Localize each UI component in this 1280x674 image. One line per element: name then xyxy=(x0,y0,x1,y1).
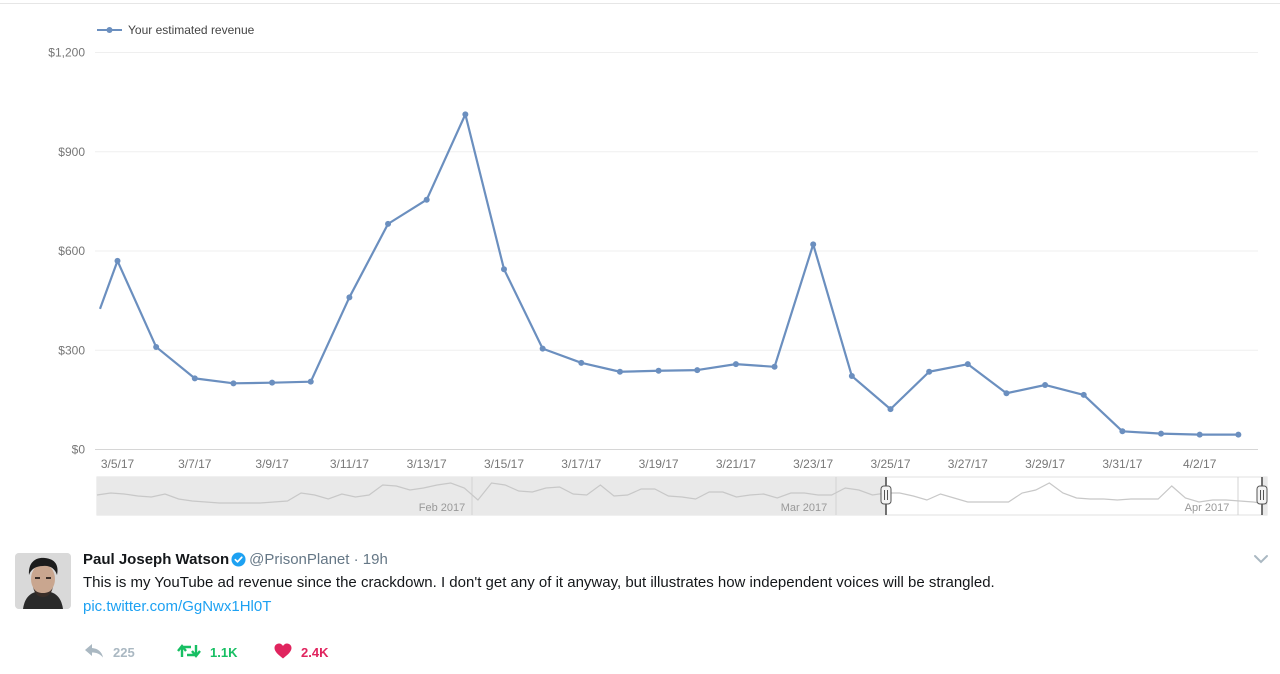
reply-button[interactable]: 225 xyxy=(84,643,135,662)
navigator-overview-line xyxy=(96,482,1268,505)
data-point xyxy=(771,363,778,370)
data-point xyxy=(1196,431,1203,438)
data-point xyxy=(114,257,121,264)
retweet-icon xyxy=(177,643,210,662)
y-tick-label: $600 xyxy=(58,244,85,258)
data-point xyxy=(848,373,855,380)
data-point xyxy=(887,406,894,413)
data-point xyxy=(230,380,237,387)
x-tick-label: 3/17/17 xyxy=(561,457,601,471)
retweet-button[interactable]: 1.1K xyxy=(177,643,237,662)
y-tick-label: $1,200 xyxy=(48,46,85,60)
legend-label: Your estimated revenue xyxy=(128,23,255,37)
navigator-handle-grip xyxy=(1256,485,1268,505)
data-point xyxy=(385,220,392,227)
retweet-count: 1.1K xyxy=(210,645,238,660)
data-point xyxy=(810,241,817,248)
data-point xyxy=(501,266,507,273)
navigator-handle-grip xyxy=(880,485,892,505)
data-point xyxy=(153,343,160,350)
navigator-handle[interactable] xyxy=(1256,477,1268,515)
data-point xyxy=(1042,381,1049,388)
data-point xyxy=(964,361,971,368)
data-point xyxy=(732,361,739,368)
x-tick-label: 4/2/17 xyxy=(1183,457,1217,471)
x-tick-label: 3/19/17 xyxy=(639,457,679,471)
data-point xyxy=(307,378,314,385)
x-tick-label: 3/21/17 xyxy=(716,457,756,471)
like-button[interactable]: 2.4K xyxy=(274,643,328,662)
x-tick-label: 3/13/17 xyxy=(407,457,447,471)
tweet-media-link[interactable]: pic.twitter.com/GgNwx1Hl0T xyxy=(83,598,272,615)
x-tick-label: 3/11/17 xyxy=(330,457,369,471)
data-point xyxy=(1158,430,1165,437)
x-tick-label: 3/25/17 xyxy=(870,457,910,471)
verified-badge-icon xyxy=(231,552,246,571)
revenue-chart: $0 $300 $600 $900 $1,200 3/5/17 3/7/17 3/9/17 3/… xyxy=(0,3,1280,516)
legend: Your estimated revenue xyxy=(97,23,255,37)
x-tick-label: 3/27/17 xyxy=(948,457,988,471)
heart-icon xyxy=(274,643,301,662)
data-point xyxy=(269,379,276,386)
x-tick-label: 3/7/17 xyxy=(178,457,212,471)
x-tick-label: 3/29/17 xyxy=(1025,457,1065,471)
data-point xyxy=(1080,391,1087,398)
data-point xyxy=(346,294,353,301)
x-tick-label: 3/5/17 xyxy=(101,457,135,471)
tweet-text: This is my YouTube ad revenue since the … xyxy=(83,574,995,591)
header-separator: · xyxy=(353,551,359,568)
author-name[interactable]: Paul Joseph Watson xyxy=(83,551,230,568)
x-tick-label: 3/15/17 xyxy=(484,457,524,471)
y-tick-label: $0 xyxy=(72,443,86,457)
data-point xyxy=(1235,431,1242,438)
data-point xyxy=(423,196,430,203)
series-line xyxy=(116,113,1239,436)
data-point xyxy=(616,368,623,375)
navigator-handle[interactable] xyxy=(880,477,892,515)
data-point xyxy=(1003,390,1010,397)
data-point xyxy=(655,367,662,374)
data-point xyxy=(694,367,701,374)
author-handle[interactable]: @PrisonPlanet xyxy=(249,551,350,568)
data-point xyxy=(462,111,469,118)
series-line-lead xyxy=(98,260,119,310)
tweet: Paul Joseph Watson @PrisonPlanet · 19h Th… xyxy=(0,540,1280,674)
tweet-time[interactable]: 19h xyxy=(362,551,388,568)
data-point xyxy=(539,345,546,352)
legend-marker xyxy=(106,27,113,33)
y-tick-label: $300 xyxy=(58,343,85,357)
reply-count: 225 xyxy=(113,645,135,660)
reply-icon xyxy=(84,643,113,662)
navigator-label: Feb 2017 xyxy=(419,502,465,514)
y-tick-label: $900 xyxy=(58,145,85,159)
data-point xyxy=(578,359,585,366)
data-point xyxy=(1119,428,1126,435)
x-tick-label: 3/31/17 xyxy=(1102,457,1142,471)
tweet-header: Paul Joseph Watson @PrisonPlanet · 19h xyxy=(83,551,388,571)
like-count: 2.4K xyxy=(301,645,329,660)
navigator-label: Mar 2017 xyxy=(781,502,827,514)
data-point xyxy=(926,368,933,375)
navigator-label: Apr 2017 xyxy=(1185,502,1230,514)
x-tick-label: 3/23/17 xyxy=(793,457,833,471)
data-point xyxy=(191,375,198,382)
avatar[interactable] xyxy=(15,553,71,609)
x-tick-label: 3/9/17 xyxy=(255,457,289,471)
chevron-down-icon[interactable] xyxy=(1252,552,1270,570)
